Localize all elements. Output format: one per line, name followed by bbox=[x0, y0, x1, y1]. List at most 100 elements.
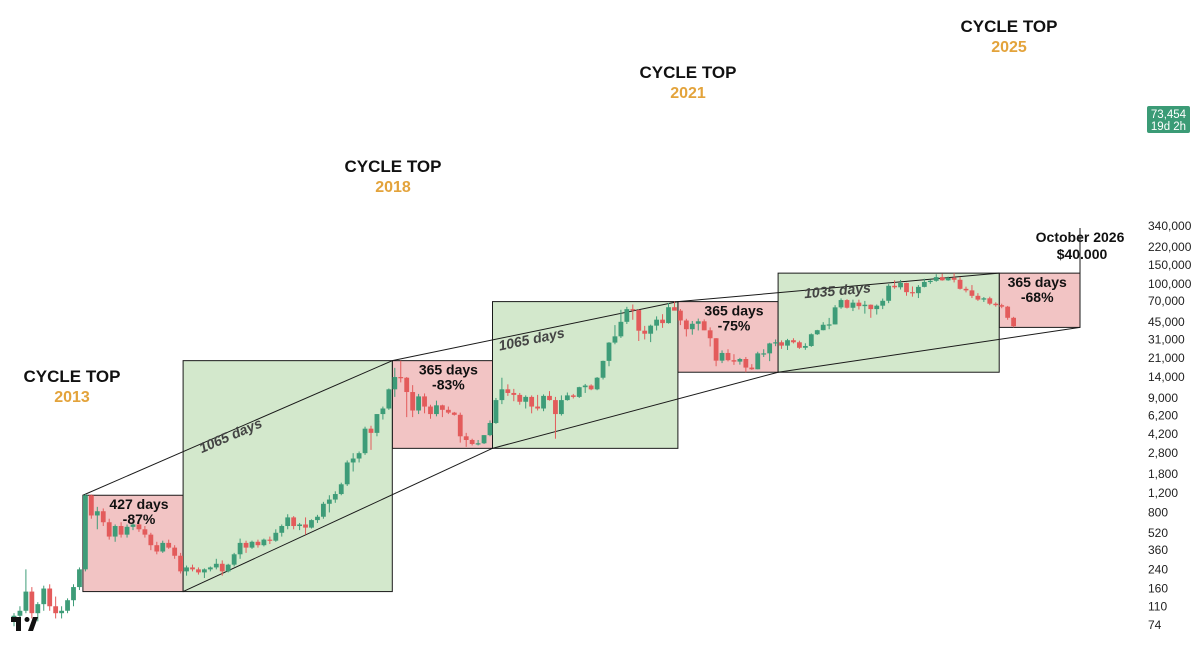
candle-body bbox=[273, 532, 279, 541]
candle-body bbox=[321, 503, 326, 517]
candle-body bbox=[648, 325, 654, 334]
candle-body bbox=[451, 412, 457, 415]
candle bbox=[802, 343, 808, 350]
candle-body bbox=[416, 396, 421, 411]
y-tick-label: 520 bbox=[1148, 526, 1168, 540]
candle bbox=[600, 360, 606, 380]
candle-body bbox=[594, 377, 600, 390]
candle bbox=[850, 299, 856, 312]
candle-body bbox=[505, 389, 511, 393]
current-price-value: 73,454 bbox=[1151, 109, 1187, 121]
candle bbox=[862, 300, 868, 314]
candle bbox=[59, 606, 64, 619]
candle bbox=[148, 532, 154, 551]
candle bbox=[398, 360, 404, 383]
bear-duration: 365 days bbox=[704, 303, 763, 319]
bull-zone bbox=[182, 360, 393, 593]
candle bbox=[576, 386, 582, 398]
candle bbox=[892, 280, 897, 289]
candle-body bbox=[517, 394, 523, 402]
candle bbox=[511, 388, 517, 402]
candle-body bbox=[374, 414, 380, 433]
candle-body bbox=[606, 342, 612, 361]
candle bbox=[445, 406, 451, 415]
trend-lines bbox=[82, 228, 1081, 593]
candle bbox=[17, 606, 23, 619]
candle bbox=[921, 278, 927, 288]
y-tick-label: 800 bbox=[1148, 505, 1168, 519]
candle bbox=[874, 304, 880, 315]
candle bbox=[886, 284, 892, 304]
y-tick-label: 1,800 bbox=[1148, 467, 1178, 481]
candle-body bbox=[529, 396, 535, 407]
candle-body bbox=[779, 342, 784, 346]
candle-body bbox=[17, 610, 23, 616]
candle-body bbox=[862, 304, 868, 307]
candle-body bbox=[904, 282, 909, 293]
candle bbox=[249, 540, 255, 549]
candle-body bbox=[636, 310, 642, 331]
candle bbox=[23, 569, 29, 614]
candle bbox=[392, 367, 398, 397]
y-tick-label: 70,000 bbox=[1148, 294, 1185, 308]
y-tick-label: 14,000 bbox=[1148, 370, 1185, 384]
candle bbox=[422, 393, 427, 414]
candle bbox=[279, 524, 285, 537]
candle-body bbox=[231, 554, 237, 565]
candle bbox=[457, 412, 463, 443]
candle bbox=[564, 392, 570, 401]
candle-body bbox=[767, 343, 773, 354]
logo-chevron bbox=[28, 617, 38, 631]
candle-body bbox=[100, 511, 106, 523]
candle bbox=[689, 320, 695, 335]
candle-body bbox=[808, 334, 814, 346]
candle bbox=[547, 391, 552, 401]
candle-body bbox=[434, 405, 439, 415]
candle bbox=[832, 305, 838, 325]
candle-body bbox=[255, 541, 261, 546]
candle bbox=[785, 338, 790, 351]
candle-body bbox=[356, 453, 362, 459]
candle bbox=[160, 540, 166, 553]
candle bbox=[559, 395, 564, 416]
candle bbox=[749, 364, 755, 370]
candle bbox=[213, 558, 219, 570]
candle bbox=[356, 451, 362, 463]
candle bbox=[761, 349, 767, 357]
candle-body bbox=[761, 353, 767, 355]
candle bbox=[606, 342, 612, 367]
candle bbox=[779, 340, 784, 349]
candle bbox=[291, 516, 297, 530]
candle-body bbox=[41, 588, 47, 605]
candle-body bbox=[362, 428, 368, 454]
candle bbox=[219, 560, 225, 576]
candle bbox=[41, 585, 47, 611]
bear-zone bbox=[677, 301, 779, 373]
cycle-top-title: CYCLE TOP bbox=[345, 157, 442, 176]
candle bbox=[969, 285, 975, 299]
candle bbox=[957, 276, 963, 290]
candle bbox=[814, 329, 820, 335]
candle bbox=[243, 540, 249, 553]
candle-body bbox=[535, 406, 540, 409]
candle-body bbox=[939, 277, 945, 281]
candle bbox=[404, 377, 410, 418]
candle bbox=[898, 279, 903, 290]
candle-body bbox=[630, 309, 636, 311]
candle-body bbox=[743, 359, 749, 368]
candle bbox=[118, 522, 124, 538]
candle-body bbox=[624, 309, 630, 322]
candle-body bbox=[243, 542, 249, 548]
y-tick-label: 1,200 bbox=[1148, 486, 1178, 500]
candle-body bbox=[898, 282, 903, 288]
candle-body bbox=[53, 606, 59, 614]
candle bbox=[868, 304, 874, 318]
bear-duration: 365 days bbox=[1008, 274, 1067, 290]
candle-body bbox=[969, 290, 975, 296]
candle-body bbox=[791, 340, 796, 343]
candle bbox=[933, 274, 939, 282]
candle bbox=[588, 384, 594, 391]
candle-body bbox=[725, 352, 731, 361]
candle-body bbox=[83, 495, 88, 570]
candle-body bbox=[285, 517, 291, 527]
